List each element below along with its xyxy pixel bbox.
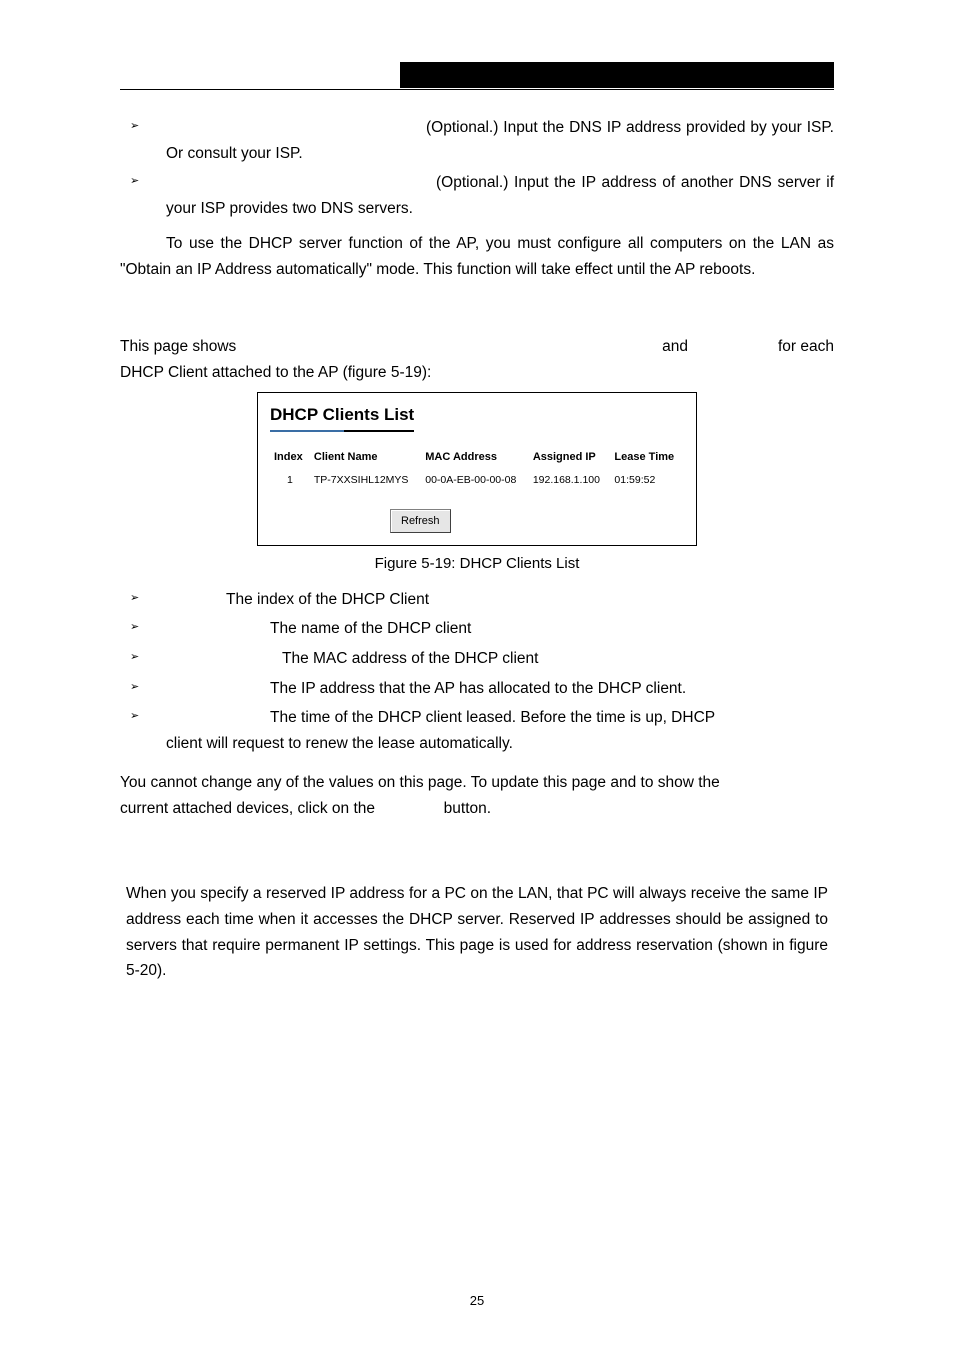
def-client-name-text: The name of the DHCP client: [270, 620, 471, 637]
refresh-wrap: Refresh: [270, 507, 684, 533]
def-lease-a: The time of the DHCP client leased. Befo…: [270, 709, 715, 726]
intro-left: This page shows: [120, 334, 236, 360]
def-lease-b: client will request to renew the lease a…: [166, 731, 834, 757]
secondary-dns-item: (Optional.) Input the IP address of anot…: [120, 170, 834, 221]
col-lease-time: Lease Time: [610, 444, 684, 470]
col-client-name: Client Name: [310, 444, 421, 470]
dhcp-clients-table: Index Client Name MAC Address Assigned I…: [270, 444, 684, 491]
table-header-row: Index Client Name MAC Address Assigned I…: [270, 444, 684, 470]
dhcp-note: To use the DHCP server function of the A…: [120, 231, 834, 282]
cell-mac: 00-0A-EB-00-00-08: [421, 470, 529, 491]
col-mac: MAC Address: [421, 444, 529, 470]
def-mac: The MAC address of the DHCP client: [120, 646, 834, 672]
intro-line2: DHCP Client attached to the AP (figure 5…: [120, 360, 834, 386]
dhcp-title-prefix: DHCP Cli: [270, 401, 344, 432]
cell-lease-time: 01:59:52: [610, 470, 684, 491]
cell-assigned-ip: 192.168.1.100: [529, 470, 611, 491]
page-number: 25: [0, 1293, 954, 1308]
header-black-bar: [400, 62, 834, 88]
col-index: Index: [270, 444, 310, 470]
definitions-list: The index of the DHCP Client The name of…: [120, 587, 834, 756]
dhcp-box-title: DHCP Clients List: [270, 401, 414, 434]
intro-mid: and: [662, 334, 688, 360]
dhcp-box-wrap: DHCP Clients List Index Client Name MAC …: [257, 392, 697, 577]
refresh-button[interactable]: Refresh: [390, 509, 451, 533]
dns-options-list: (Optional.) Input the DNS IP address pro…: [120, 115, 834, 221]
def-lease: The time of the DHCP client leased. Befo…: [120, 705, 834, 756]
footer-line2a: current attached devices, click on the: [120, 800, 375, 817]
def-assigned-ip: The IP address that the AP has allocated…: [120, 676, 834, 702]
primary-dns-text: (Optional.) Input the DNS IP address pro…: [166, 119, 834, 162]
def-index-text: The index of the DHCP Client: [226, 591, 429, 608]
dhcp-title-suffix: ents List: [344, 401, 414, 432]
cell-client-name: TP-7XXSIHL12MYS: [310, 470, 421, 491]
secondary-dns-text: (Optional.) Input the IP address of anot…: [166, 174, 834, 217]
intro-right: for each: [778, 334, 834, 360]
footer-line1: You cannot change any of the values on t…: [120, 770, 834, 796]
header-underline: [120, 89, 834, 90]
def-client-name: The name of the DHCP client: [120, 616, 834, 642]
table-row: 1 TP-7XXSIHL12MYS 00-0A-EB-00-00-08 192.…: [270, 470, 684, 491]
body-content: (Optional.) Input the DNS IP address pro…: [120, 115, 834, 984]
def-index: The index of the DHCP Client: [120, 587, 834, 613]
page-container: (Optional.) Input the DNS IP address pro…: [0, 0, 954, 1350]
intro-line1: This page shows and for each: [120, 334, 834, 360]
primary-dns-item: (Optional.) Input the DNS IP address pro…: [120, 115, 834, 166]
figure-caption: Figure 5-19: DHCP Clients List: [257, 552, 697, 577]
col-assigned-ip: Assigned IP: [529, 444, 611, 470]
footer-line2b: button.: [444, 800, 491, 817]
reservation-paragraph: When you specify a reserved IP address f…: [120, 881, 834, 983]
cell-index: 1: [270, 470, 310, 491]
dhcp-clients-list-box: DHCP Clients List Index Client Name MAC …: [257, 392, 697, 547]
def-ip-text: The IP address that the AP has allocated…: [270, 680, 686, 697]
footer-line2: current attached devices, click on the b…: [120, 796, 834, 822]
def-mac-text: The MAC address of the DHCP client: [282, 650, 538, 667]
